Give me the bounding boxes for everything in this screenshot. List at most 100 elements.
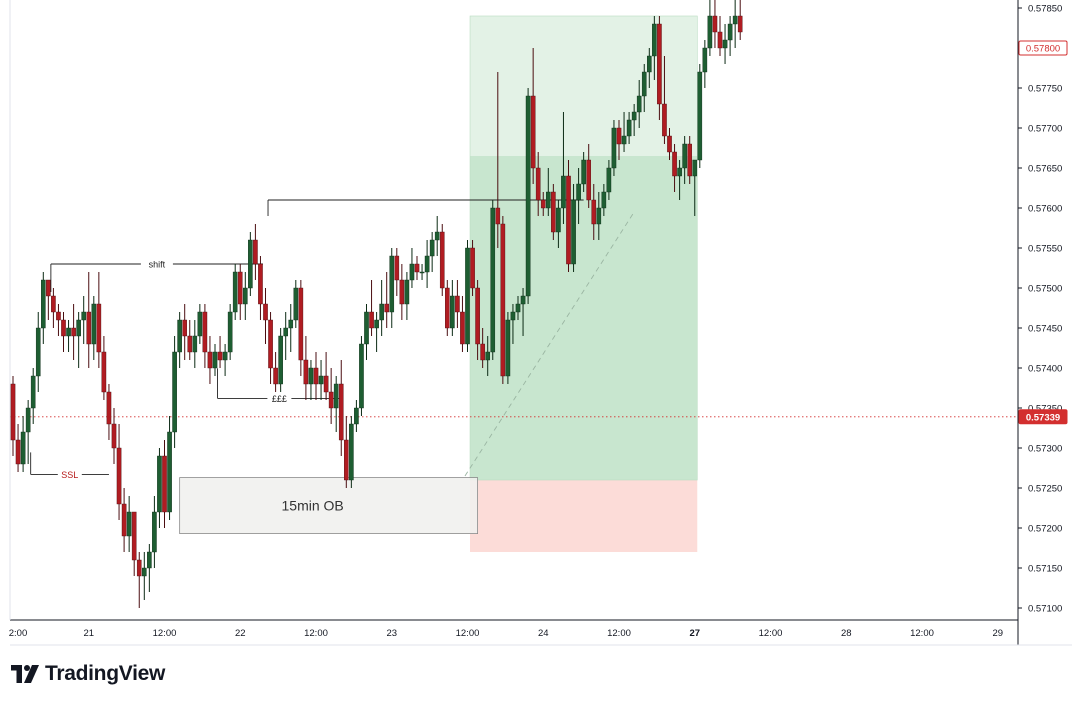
y-tick-label: 0.57750 — [1028, 84, 1062, 95]
candle — [636, 80, 642, 128]
candle — [177, 312, 182, 368]
candle-body-down — [131, 511, 137, 561]
y-tick-label: 0.57850 — [1028, 4, 1062, 15]
candle — [505, 312, 511, 384]
candle — [445, 280, 450, 336]
candle — [111, 408, 117, 464]
candle — [263, 288, 268, 344]
last-price-label: 0.57339 — [1026, 412, 1060, 423]
y-tick-label: 0.57200 — [1028, 524, 1062, 535]
candle — [232, 264, 238, 320]
candle — [692, 159, 698, 216]
annotation-layer: 15min OB shift £££ SSL — [10, 199, 1018, 535]
x-tick-label: 12:00 — [304, 628, 328, 639]
candle-body-up — [697, 71, 703, 161]
y-tick-label: 0.57250 — [1028, 484, 1062, 495]
candle-body-down — [207, 351, 213, 369]
candle — [460, 296, 465, 352]
candle — [66, 320, 71, 352]
candle — [566, 160, 571, 272]
candle-body-up — [576, 183, 581, 201]
candle — [76, 312, 81, 368]
candle — [450, 280, 455, 336]
candle — [727, 16, 733, 56]
candle — [551, 184, 556, 240]
y-tick-label: 0.57100 — [1028, 604, 1062, 615]
candle — [157, 448, 162, 528]
candle — [30, 368, 36, 424]
candle-body-up — [66, 327, 71, 337]
y-tick-label: 0.57700 — [1028, 124, 1062, 135]
candle-body-up — [692, 159, 698, 177]
candle-body-up — [242, 287, 248, 305]
candle-body-down — [96, 303, 102, 353]
candle-body-up — [510, 311, 516, 321]
candle-body-up — [157, 455, 162, 513]
candle — [374, 312, 379, 352]
candle — [707, 0, 713, 56]
order-block-label: 15min OB — [282, 498, 344, 514]
candle-body-down — [303, 359, 309, 385]
candle-body-up — [167, 431, 172, 513]
candle-body-down — [101, 351, 107, 393]
candle-body-up — [732, 15, 738, 25]
candle-body-up — [354, 407, 359, 425]
price-alert-badge — [1018, 40, 1068, 56]
candle — [106, 384, 112, 440]
candle — [712, 0, 718, 48]
candle — [667, 128, 672, 160]
candle — [384, 272, 390, 328]
candle-body-up — [465, 247, 470, 345]
y-tick-label: 0.57400 — [1028, 364, 1062, 375]
candle-body-up — [349, 423, 354, 481]
candle — [126, 496, 132, 552]
candle — [535, 152, 541, 216]
candle — [647, 48, 652, 88]
candle-body-down — [470, 247, 475, 289]
candle — [167, 416, 172, 520]
candle — [81, 296, 86, 344]
x-tick-label: 29 — [992, 628, 1003, 639]
candle — [591, 184, 597, 240]
trend-line — [464, 211, 635, 477]
candle — [182, 304, 188, 360]
candle — [212, 344, 218, 376]
candle-body-up — [611, 127, 617, 169]
price-labels: 0.57800 0.57339 — [1018, 40, 1068, 425]
candle — [136, 552, 142, 608]
candle — [682, 136, 687, 184]
candle-body-up — [81, 311, 86, 321]
candle — [429, 232, 435, 272]
candle — [10, 376, 16, 456]
candle-body-down — [253, 239, 258, 265]
x-tick-label: 12:00 — [456, 628, 480, 639]
candle-body-up — [485, 351, 491, 361]
candle-body-down — [460, 311, 465, 345]
candle-body-up — [561, 175, 566, 209]
candle-body-down — [369, 311, 374, 329]
candle — [404, 272, 410, 320]
axes: 0.57850 0.57800 0.57750 0.57700 0.57650 0.576… — [9, 0, 1080, 646]
candle-body-down — [591, 199, 597, 225]
candle — [278, 328, 283, 392]
candle-body-up — [20, 431, 26, 465]
y-tick-label: 0.57500 — [1028, 284, 1062, 295]
candle — [56, 304, 61, 336]
candle — [495, 72, 501, 248]
candle-body-down — [298, 287, 304, 361]
candle — [253, 224, 258, 280]
candle-body-down — [657, 23, 662, 105]
candle — [162, 440, 167, 528]
candle-body-up — [192, 335, 198, 353]
tradingview-brand[interactable]: TradingView — [11, 662, 165, 686]
candle — [540, 192, 546, 216]
candle — [202, 304, 208, 368]
candle — [283, 312, 289, 360]
candle-body-up — [490, 207, 496, 353]
candle — [702, 40, 708, 88]
candle-body-down — [86, 311, 92, 345]
candle — [86, 272, 92, 368]
candle-body-up — [546, 191, 551, 209]
candle-body-down — [495, 207, 501, 225]
